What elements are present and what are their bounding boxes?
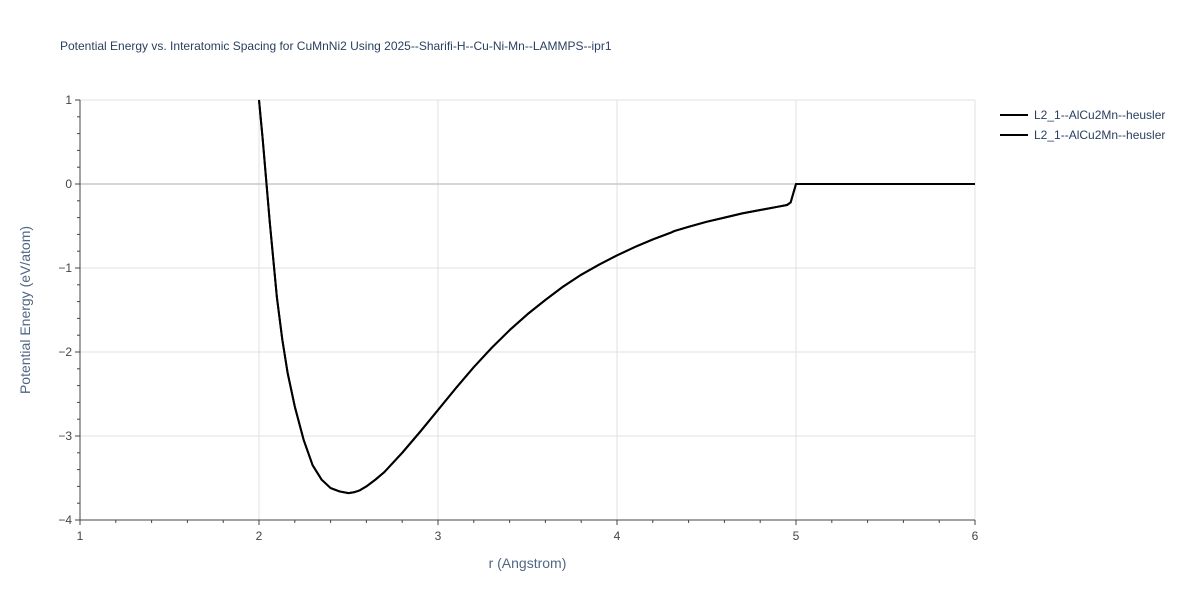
legend-item-1[interactable]: L2_1--AlCu2Mn--heusler	[1000, 108, 1165, 122]
y-tick-label: −4	[58, 513, 72, 527]
x-tick-label: 3	[435, 529, 442, 543]
chart-title: Potential Energy vs. Interatomic Spacing…	[60, 39, 612, 53]
axes	[75, 99, 976, 525]
x-tick-label: 4	[614, 529, 621, 543]
x-tick-label: 2	[256, 529, 263, 543]
x-tick-label: 1	[77, 529, 84, 543]
x-tick-label: 5	[793, 529, 800, 543]
y-tick-label: −3	[58, 429, 72, 443]
series-lines	[258, 99, 975, 495]
legend-label: L2_1--AlCu2Mn--heusler	[1034, 108, 1165, 122]
y-axis-title: Potential Energy (eV/atom)	[17, 226, 33, 394]
grid-lines	[80, 99, 976, 521]
y-tick-label: −2	[58, 345, 72, 359]
x-axis-title: r (Angstrom)	[489, 555, 567, 571]
y-tick-label: 0	[65, 177, 72, 191]
legend-label: L2_1--AlCu2Mn--heusler	[1034, 128, 1165, 142]
y-tick-label: −1	[58, 261, 72, 275]
tick-labels: 1 2 3 4 5 6 1 0 −1 −2 −3 −4	[58, 93, 978, 543]
y-tick-label: 1	[65, 93, 72, 107]
legend-item-2[interactable]: L2_1--AlCu2Mn--heusler	[1000, 128, 1165, 142]
x-tick-label: 6	[972, 529, 979, 543]
legend[interactable]: L2_1--AlCu2Mn--heusler L2_1--AlCu2Mn--heu…	[1000, 108, 1165, 142]
series-line-2	[258, 99, 975, 495]
